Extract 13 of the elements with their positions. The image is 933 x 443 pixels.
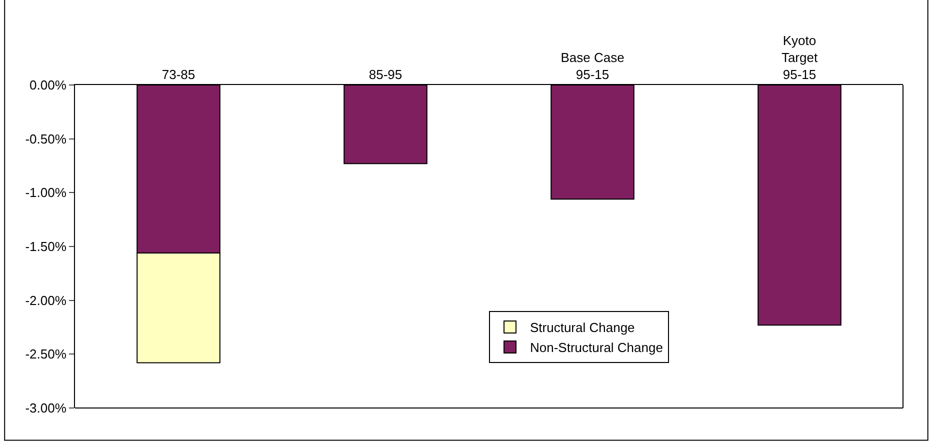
legend-label: Structural Change (530, 320, 635, 336)
x-tick-label: 73-85 (162, 66, 196, 82)
x-tick-label: Kyoto Target 95-15 (781, 33, 818, 82)
x-tick-label: Base Case 95-15 (560, 50, 624, 82)
x-tick-label: 85-95 (368, 66, 402, 82)
y-tick-label: -2.50% (25, 346, 67, 362)
y-tick-label: -0.50% (25, 131, 67, 146)
y-tick-label: 0.00% (30, 78, 67, 93)
y-tick-label: -2.00% (25, 292, 67, 308)
y-tick-label: -1.50% (25, 239, 67, 254)
y-tick-label: -1.00% (25, 185, 67, 200)
y-tick-label: -3.00% (25, 400, 67, 416)
legend-label: Non-Structural Change (530, 340, 663, 356)
